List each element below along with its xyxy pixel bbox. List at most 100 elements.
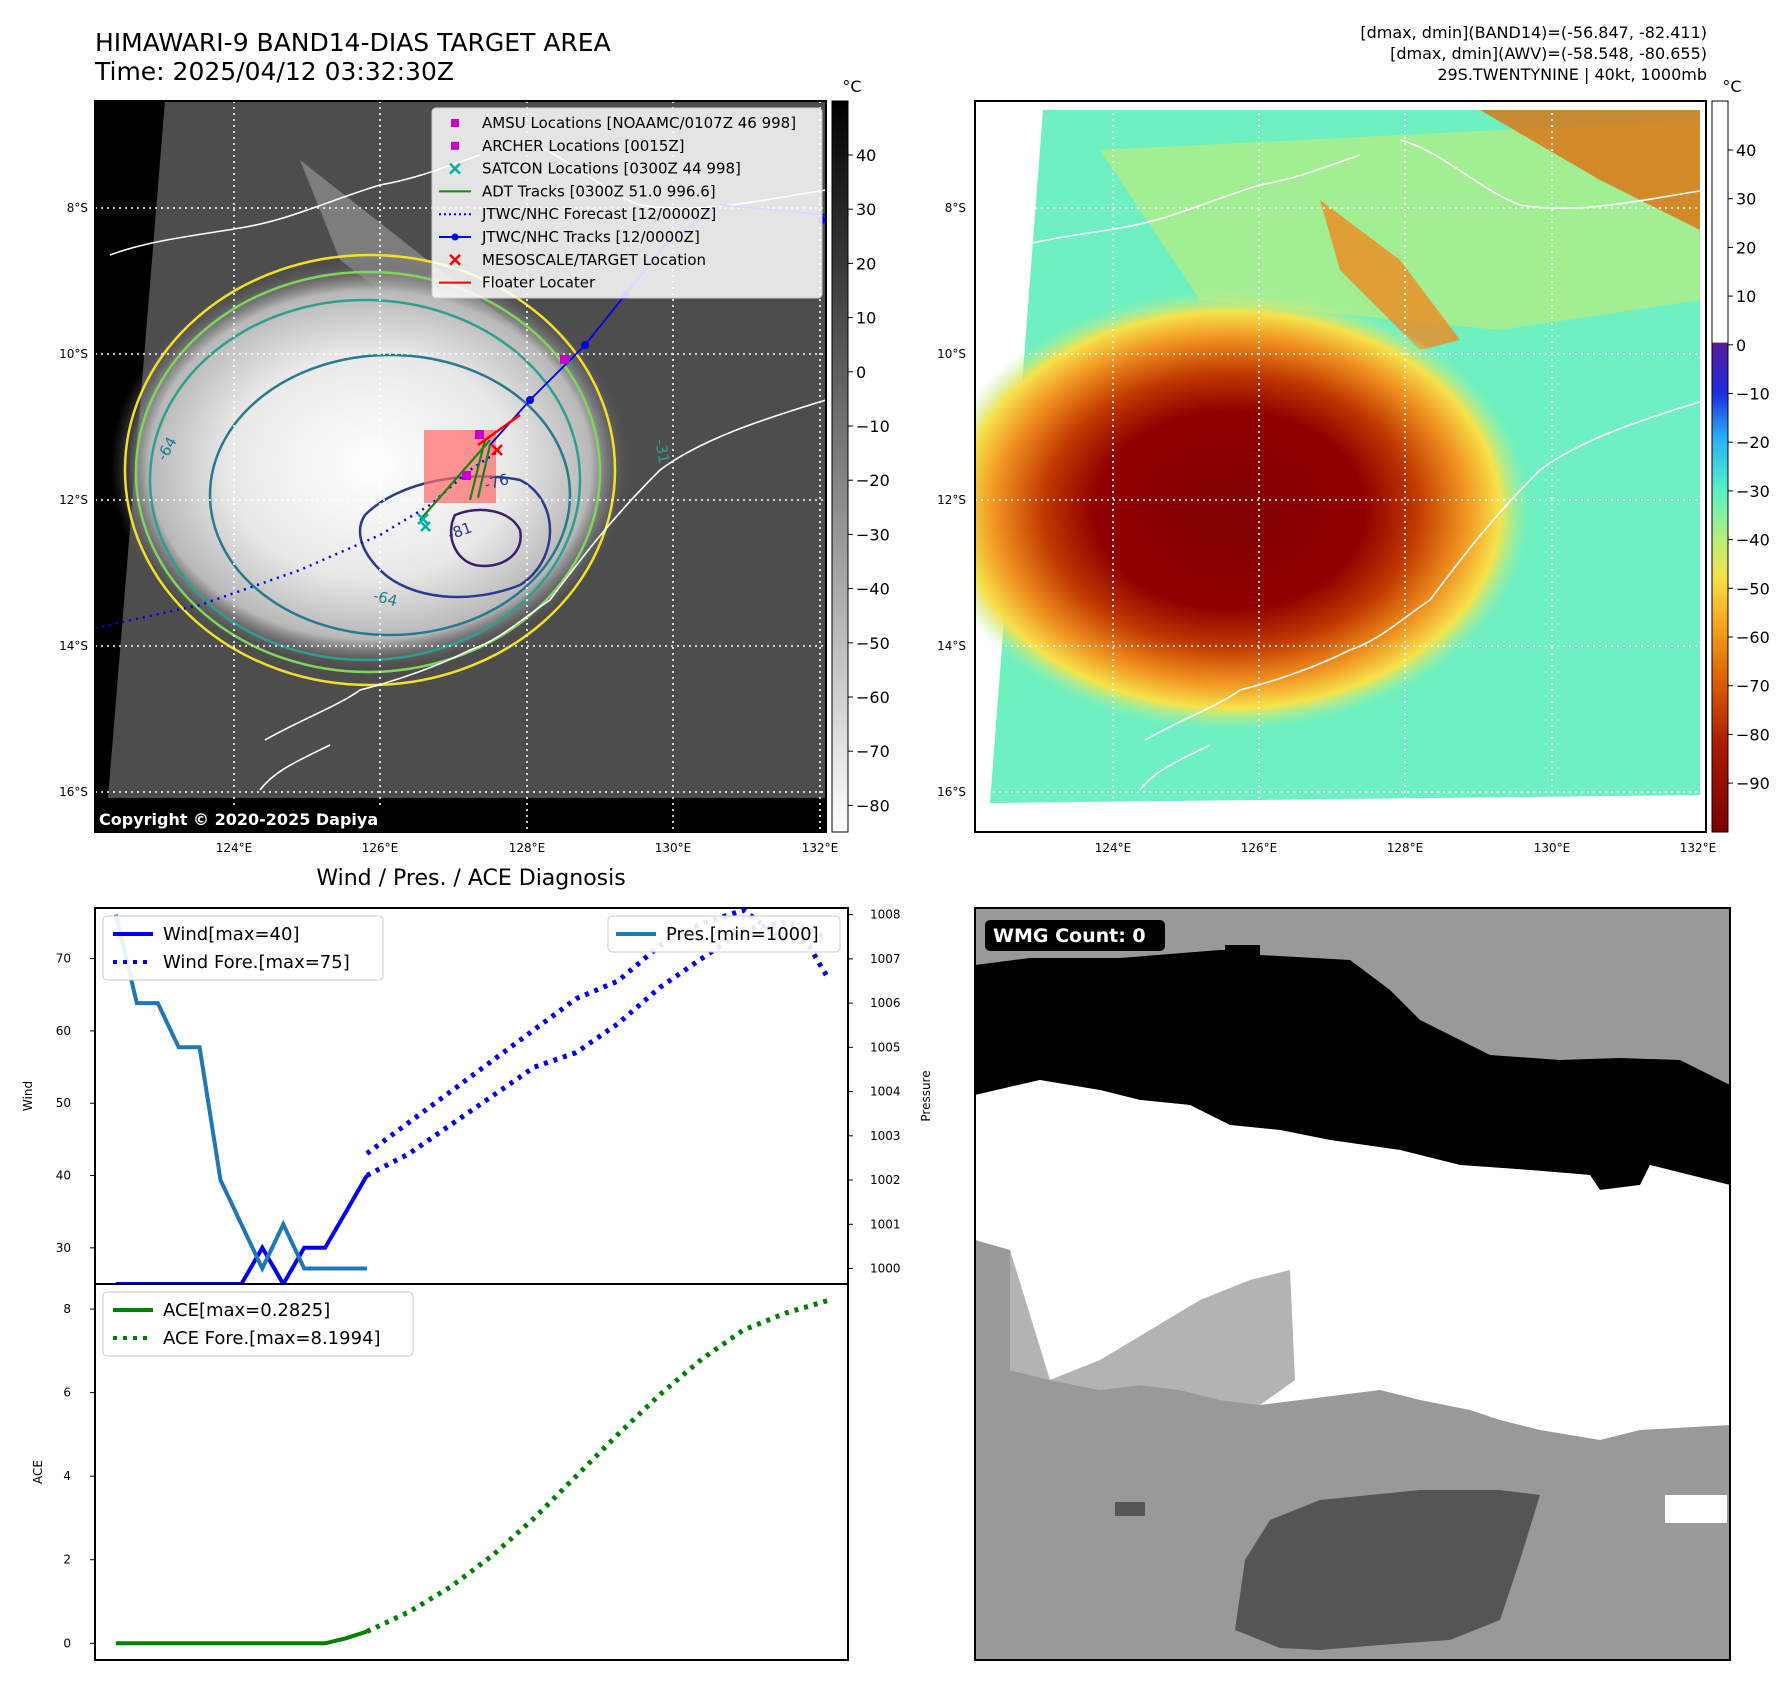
gray-colorbar-tick-label: 10 <box>856 309 876 328</box>
wv-lon-labels: 124°E 126°E 128°E 130°E 132°E <box>1095 841 1717 855</box>
ir-lon-labels: 124°E 126°E 128°E 130°E 132°E <box>216 841 839 855</box>
color-colorbar-tick-label: −50 <box>1736 579 1770 598</box>
chart-legend: ACE[max=0.2825] ACE Fore.[max=8.1994] <box>102 1291 414 1357</box>
color-colorbar-tick-label: −80 <box>1736 725 1770 744</box>
gray-colorbar-tick-label: −70 <box>856 742 890 761</box>
legend-marker-x <box>449 162 461 175</box>
legend-label: AMSU Locations [NOAAMC/0107Z 46 998] <box>482 114 796 132</box>
legend-marker-square <box>451 119 459 127</box>
adt-track <box>468 439 487 501</box>
chart-legend-label: Pres.[min=1000] <box>666 924 819 945</box>
chart-legend: Wind[max=40] Wind Fore.[max=75] Pres.[min=… <box>102 915 841 981</box>
map-legend: AMSU Locations [NOAAMC/0107Z 46 998] ARCH… <box>431 107 823 299</box>
gray-colorbar-unit: °C <box>842 77 861 96</box>
lon-label: 124°E <box>216 841 253 855</box>
lat-label: 12°S <box>937 493 966 507</box>
wv-map-frame <box>974 100 1707 833</box>
legend-marker-dot <box>451 233 459 241</box>
series-line-dotted <box>365 1298 828 1634</box>
series-line <box>115 1629 368 1646</box>
dmax-band14-text: [dmax, dmin](BAND14)=(-56.847, -82.411) <box>1360 23 1707 42</box>
amsu-square <box>560 355 569 364</box>
y-right-tick-label: 1004 <box>870 1085 901 1099</box>
y-axis-label: Wind <box>21 1081 35 1111</box>
y-tick-label: 4 <box>63 1469 71 1483</box>
y-tick-label: 70 <box>56 952 71 966</box>
legend-item: AMSU Locations [NOAAMC/0107Z 46 998] <box>451 114 796 132</box>
archer-square <box>462 471 471 480</box>
chart-legend-label: ACE[max=0.2825] <box>163 1300 330 1321</box>
dmax-awv-text: [dmax, dmin](AWV)=(-58.548, -80.655) <box>1390 44 1707 63</box>
legend-marker-x <box>449 253 461 266</box>
color-colorbar: °C 40 30 20 10 0 −10 −20 −30 −40 −50 −60 −70 −80 −90 <box>1711 77 1770 833</box>
gray-colorbar-tick-label: −10 <box>856 417 890 436</box>
coastline-north <box>1399 139 1706 210</box>
gray-colorbar-tick-label: −40 <box>856 580 890 599</box>
legend-label: ARCHER Locations [0015Z] <box>482 137 685 155</box>
ace-chart: 0 2 4 6 8 ACE ACE[max=0.2825] ACE Fore.[max=8.1… <box>31 1283 849 1661</box>
legend-item: JTWC/NHC Tracks [12/0000Z] <box>439 228 700 246</box>
lon-label: 126°E <box>362 841 399 855</box>
color-colorbar-tick-label: 20 <box>1736 238 1756 257</box>
wv-lat-labels: 8°S 10°S 12°S 14°S 16°S <box>937 201 966 799</box>
adt-track <box>419 439 491 521</box>
lat-label: 10°S <box>59 347 88 361</box>
y-tick-label: 0 <box>63 1636 71 1650</box>
wmg-black-region <box>975 945 1730 1190</box>
satcon-x <box>420 521 431 532</box>
archer-markers <box>462 355 569 480</box>
copyright-text: Copyright © 2020-2025 Dapiya <box>99 810 378 829</box>
lat-label: 16°S <box>937 785 966 799</box>
lat-label: 8°S <box>67 201 88 215</box>
wv-map-panel: 8°S 10°S 12°S 14°S 16°S 124°E 126°E 128°… <box>937 100 1717 855</box>
lat-label: 10°S <box>937 347 966 361</box>
lon-label: 128°E <box>509 841 546 855</box>
lat-label: 8°S <box>945 201 966 215</box>
series-line <box>113 914 367 1274</box>
wv-dry-streak <box>1320 200 1460 350</box>
color-colorbar-tick-label: −30 <box>1736 482 1770 501</box>
legend-label: Floater Locater <box>482 274 596 292</box>
y-tick-label: 50 <box>56 1096 71 1110</box>
gray-colorbar-tick-label: −80 <box>856 796 890 815</box>
lat-label: 14°S <box>937 639 966 653</box>
lon-label: 130°E <box>1534 841 1571 855</box>
color-colorbar-tick-label: −60 <box>1736 628 1770 647</box>
wmg-count-badge <box>985 920 1165 951</box>
ir-storm-cloud <box>110 260 630 670</box>
y-right-tick-label: 1008 <box>870 908 901 922</box>
color-colorbar-tick-label: −10 <box>1736 385 1770 404</box>
legend-label: MESOSCALE/TARGET Location <box>482 251 706 269</box>
gray-colorbar-bar <box>831 100 849 833</box>
color-colorbar-unit: °C <box>1722 77 1741 96</box>
figure-time: Time: 2025/04/12 03:32:30Z <box>94 57 454 86</box>
diagnosis-title: Wind / Pres. / ACE Diagnosis <box>316 866 625 891</box>
lat-label: 12°S <box>59 493 88 507</box>
legend-item: JTWC/NHC Forecast [12/0000Z] <box>439 205 716 223</box>
y-right-tick-label: 1006 <box>870 996 901 1010</box>
gray-colorbar-tick-label: −50 <box>856 634 890 653</box>
legend-label: JTWC/NHC Tracks [12/0000Z] <box>481 228 700 246</box>
chart-legend-right-box <box>607 915 841 953</box>
chart-legend-label: ACE Fore.[max=8.1994] <box>163 1328 381 1349</box>
color-colorbar-bar <box>1711 100 1729 833</box>
coastline-timor <box>109 154 481 256</box>
y-tick-label: 6 <box>63 1386 71 1400</box>
gray-colorbar-tick-label: 0 <box>856 363 866 382</box>
mesoscale-target-x <box>491 444 503 456</box>
storm-info-text: 29S.TWENTYNINE | 40kt, 1000mb <box>1437 65 1707 84</box>
wind-pressure-chart: 30 40 50 60 70 1000 1001 1002 1003 1004 1005 1006 10… <box>21 907 933 1288</box>
lon-label: 132°E <box>802 841 839 855</box>
color-colorbar-tick-label: −20 <box>1736 433 1770 452</box>
color-colorbar-tick-label: −40 <box>1736 531 1770 550</box>
ir-map-panel: -76 -81 -64 -64 -31 Copyright © 2020-202… <box>59 100 839 855</box>
floater-line <box>477 413 521 447</box>
chart-legend-box <box>102 915 384 981</box>
gray-colorbar-tick-label: 30 <box>856 200 876 219</box>
y-right-tick-label: 1005 <box>870 1040 901 1054</box>
y-right-axis-label: Pressure <box>919 1070 933 1121</box>
gray-colorbar-tick-label: −60 <box>856 688 890 707</box>
legend-box <box>431 107 823 299</box>
track-point <box>526 396 534 404</box>
